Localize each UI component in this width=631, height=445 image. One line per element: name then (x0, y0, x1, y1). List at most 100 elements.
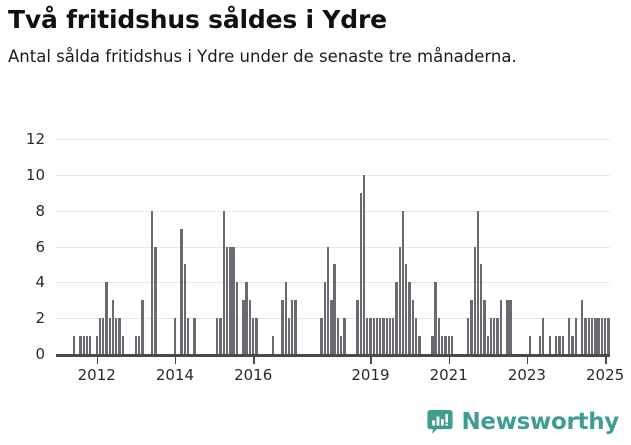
bar (493, 318, 496, 354)
bar (574, 318, 577, 354)
bar (359, 192, 362, 354)
bar (548, 336, 551, 354)
y-tick-label: 8 (35, 201, 45, 220)
bar (447, 336, 450, 354)
bar (600, 318, 604, 354)
bar (414, 318, 418, 354)
bar (538, 336, 542, 354)
bar (506, 300, 509, 354)
bar (431, 336, 434, 354)
x-axis-line (56, 354, 610, 357)
y-tick-label: 2 (35, 309, 45, 328)
bar (102, 318, 105, 354)
x-tick-label: 2014 (155, 366, 195, 384)
x-axis-ticks: 2012 2014 2016 2019 2021 2023 2025 (56, 357, 624, 393)
bar (89, 336, 92, 354)
bar (271, 336, 274, 354)
y-tick-label: 12 (25, 130, 45, 148)
y-tick-label: 10 (25, 165, 45, 184)
gridline-10 (56, 174, 610, 176)
gridline-6 (56, 246, 610, 248)
bar (590, 318, 594, 354)
bar (356, 300, 359, 354)
bar (137, 336, 141, 354)
gridline-8 (56, 210, 610, 212)
bar (372, 318, 375, 354)
y-tick-label: 6 (35, 237, 45, 256)
bar (150, 210, 154, 354)
bar (489, 318, 493, 354)
bar (141, 300, 144, 354)
bar (558, 336, 561, 354)
bar (398, 246, 401, 354)
bar (581, 300, 584, 354)
bar (584, 318, 587, 354)
bar (597, 318, 600, 354)
x-tick-mark (174, 357, 177, 364)
x-tick-label: 2025 (586, 366, 625, 384)
bar (528, 336, 532, 354)
bar (245, 282, 248, 354)
bar (85, 336, 89, 354)
x-tick-label: 2016 (234, 366, 273, 384)
bar (121, 336, 124, 354)
chart-page: Två fritidshus såldes i Ydre Antal sålda… (0, 6, 631, 445)
bar (225, 246, 229, 354)
bar (287, 318, 291, 354)
plot-area: 0 2 4 6 8 10 12 2012 2014 2016 2019 2021 2023 2025 (0, 130, 631, 401)
bar (323, 282, 327, 354)
bar (483, 300, 486, 354)
bar (392, 318, 395, 354)
bar (486, 336, 489, 354)
bar (480, 264, 483, 354)
bar (450, 336, 454, 354)
newsworthy-logo[interactable]: Newsworthy (427, 409, 619, 435)
bar (111, 300, 115, 354)
bar (180, 228, 183, 354)
gridline-12 (56, 139, 610, 140)
page-title: Två fritidshus såldes i Ydre (8, 5, 387, 34)
bar (95, 336, 98, 354)
y-tick-label: 4 (35, 273, 45, 292)
bar (405, 264, 408, 354)
y-tick-label: 0 (35, 345, 45, 363)
bar (418, 336, 421, 354)
bar (470, 300, 473, 354)
x-tick-mark (448, 357, 451, 364)
x-tick-mark (526, 357, 529, 364)
bar (375, 318, 379, 354)
x-tick-mark (370, 357, 372, 364)
bar (395, 282, 398, 354)
bar (320, 318, 323, 354)
bar (379, 318, 382, 354)
bar (82, 336, 85, 354)
bar (555, 336, 558, 354)
bar (251, 318, 255, 354)
bar (542, 318, 545, 354)
bar (603, 318, 607, 354)
x-tick-label: 2021 (429, 366, 468, 384)
plot-canvas (56, 139, 610, 357)
x-tick-mark (605, 357, 607, 364)
chart-subtitle: Antal sålda fritidshus i Ydre under de s… (8, 47, 517, 66)
bar (496, 318, 499, 354)
bar (434, 282, 437, 354)
bar (437, 318, 441, 354)
bar (72, 336, 76, 354)
bar (382, 318, 385, 354)
bar (108, 318, 111, 354)
bar (330, 300, 333, 354)
x-tick-label: 2019 (351, 366, 390, 384)
bar (408, 282, 411, 354)
bar (467, 318, 470, 354)
bar (294, 300, 297, 354)
bar (499, 300, 502, 354)
bar (343, 318, 346, 354)
bar (115, 318, 118, 354)
x-tick-label: 2023 (507, 366, 546, 384)
bar (333, 264, 336, 354)
bar (594, 318, 597, 354)
bar (183, 264, 186, 354)
bar (401, 210, 405, 354)
bar (248, 300, 252, 354)
